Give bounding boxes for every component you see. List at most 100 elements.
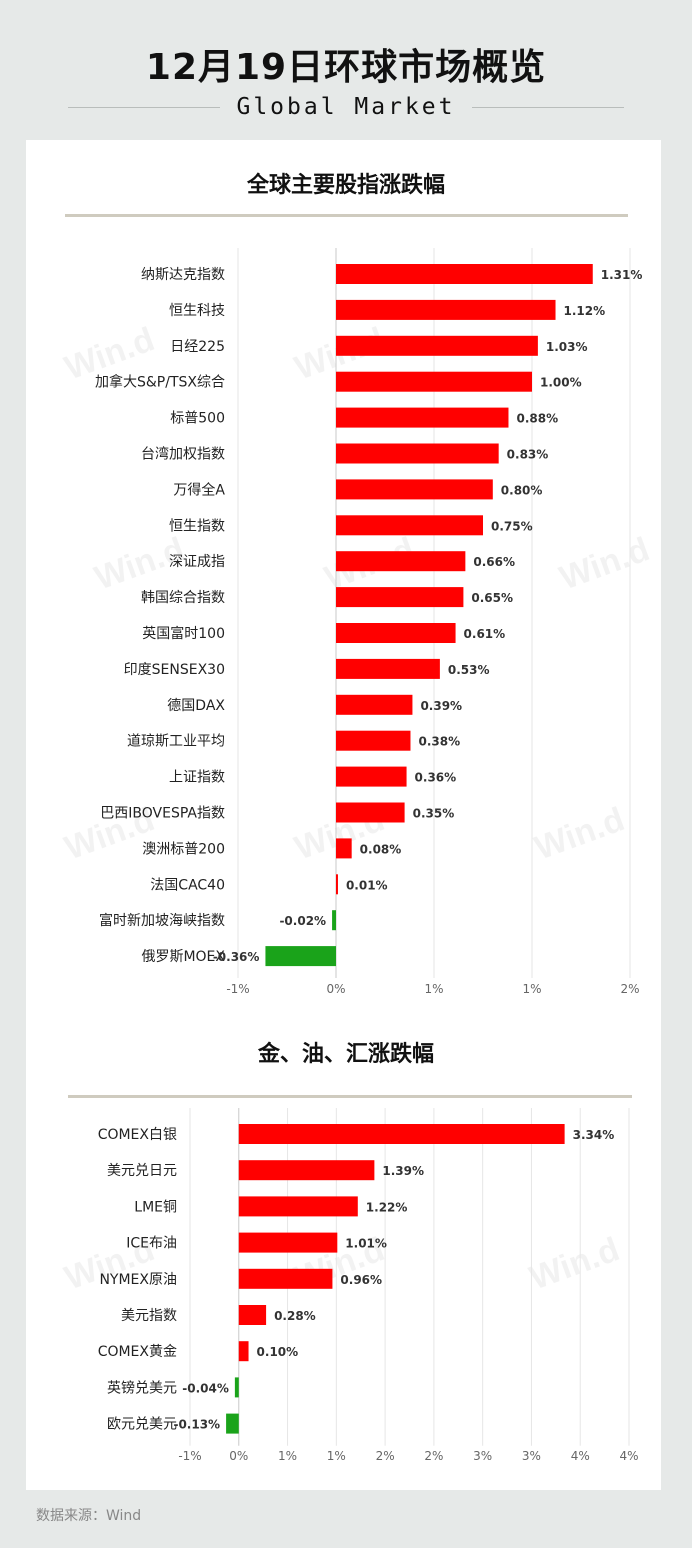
category-label: 印度SENSEX30 <box>124 662 225 678</box>
tick-label: -1% <box>226 982 249 996</box>
subtitle-line-right <box>472 107 624 108</box>
value-label: 0.01% <box>346 878 388 892</box>
category-label: 深证成指 <box>169 554 225 570</box>
bar <box>226 1413 239 1434</box>
value-label: 0.75% <box>491 519 533 533</box>
value-label: 0.28% <box>274 1309 316 1323</box>
category-label: 法国CAC40 <box>150 877 225 893</box>
chart1-title: 全球主要股指涨跌幅 <box>246 173 445 198</box>
subtitle-line-left <box>68 107 220 108</box>
category-label: COMEX黄金 <box>98 1343 177 1360</box>
value-label: 0.61% <box>464 627 506 641</box>
value-label: 0.38% <box>418 735 460 749</box>
value-label: -0.13% <box>173 1418 220 1432</box>
bar <box>336 874 338 895</box>
tick-label: 1% <box>522 982 541 996</box>
tick-label: 3% <box>522 1449 541 1463</box>
bar <box>336 371 532 392</box>
bar <box>336 766 407 787</box>
value-label: 0.83% <box>507 448 549 462</box>
category-label: 标普500 <box>170 411 225 427</box>
bar <box>238 1341 249 1362</box>
tick-label: 1% <box>278 1449 297 1463</box>
bar <box>336 802 405 823</box>
value-label: 0.39% <box>420 699 462 713</box>
value-label: 0.08% <box>360 842 402 856</box>
category-label: 纳斯达克指数 <box>141 267 225 283</box>
value-label: 0.53% <box>448 663 490 677</box>
value-label: 0.10% <box>257 1345 299 1359</box>
chart2-title: 金、油、汇涨跌幅 <box>257 1042 434 1067</box>
tick-label: 4% <box>571 1449 590 1463</box>
bar <box>336 658 440 679</box>
category-label: 韩国综合指数 <box>141 590 225 606</box>
bar <box>336 551 466 572</box>
bar <box>336 443 499 464</box>
category-label: ICE布油 <box>126 1236 177 1252</box>
tick-label: 2% <box>424 1449 443 1463</box>
commodity-fx-chart: Win.d Win.d Win.d-1% 0% 1% 1% 2% 2% 3% 3% 4% 4%COME… <box>60 1108 639 1463</box>
category-label: 巴西IBOVESPA指数 <box>100 806 225 822</box>
bar <box>238 1268 333 1289</box>
watermark: Win.d <box>525 1230 625 1297</box>
bar <box>336 515 483 536</box>
bar <box>336 407 509 428</box>
category-label: 恒生指数 <box>169 518 225 534</box>
watermark: Win.d <box>555 530 655 597</box>
category-label: 恒生科技 <box>169 303 225 319</box>
value-label: 0.35% <box>413 807 455 821</box>
value-label: 0.65% <box>471 591 513 605</box>
category-label: 英镑兑美元 <box>107 1379 177 1396</box>
value-label: -0.36% <box>213 950 260 964</box>
stock-index-chart: Win.dWin.dWin.dWin.dWin.dWin.dWin.dWin.d… <box>60 248 655 996</box>
bar <box>336 264 593 284</box>
bar <box>336 838 352 859</box>
subtitle-row: Global Market <box>0 94 692 122</box>
value-label: 0.66% <box>473 555 515 569</box>
category-label: 日经225 <box>170 339 225 355</box>
bar <box>238 1160 375 1181</box>
category-label: 俄罗斯MOEX <box>141 949 225 965</box>
bar <box>336 694 413 715</box>
tick-label: 0% <box>229 1449 248 1463</box>
tick-label: 1% <box>327 1449 346 1463</box>
value-label: 0.80% <box>501 483 543 497</box>
value-label: -0.04% <box>182 1381 229 1395</box>
value-label: 1.31% <box>601 268 643 282</box>
tick-label: 0% <box>326 982 345 996</box>
bar <box>336 299 556 320</box>
category-label: 欧元兑美元 <box>107 1417 177 1433</box>
category-label: 富时新加坡海峡指数 <box>99 912 225 929</box>
category-label: 道琼斯工业平均 <box>127 734 225 750</box>
category-label: COMEX白银 <box>98 1127 177 1143</box>
bar <box>336 479 493 500</box>
category-label: 澳洲标普200 <box>142 841 225 857</box>
bar <box>238 1232 338 1253</box>
value-label: 1.22% <box>366 1200 408 1214</box>
value-label: 1.01% <box>345 1237 387 1251</box>
bar <box>336 730 411 751</box>
bar <box>234 1377 239 1398</box>
category-label: 美元指数 <box>121 1308 177 1324</box>
value-label: 3.34% <box>573 1128 615 1142</box>
category-label: LME铜 <box>134 1199 177 1215</box>
tick-label: 3% <box>473 1449 492 1463</box>
category-label: 上证指数 <box>169 770 225 786</box>
value-label: 1.12% <box>564 304 606 318</box>
category-label: 加拿大S&P/TSX综合 <box>95 374 225 391</box>
category-label: 美元兑日元 <box>107 1163 177 1179</box>
value-label: 0.36% <box>415 771 457 785</box>
bar <box>336 587 464 608</box>
page-title: 12月19日环球市场概览 <box>145 47 547 88</box>
tick-label: 1% <box>424 982 443 996</box>
page-subtitle: Global Market <box>236 94 456 120</box>
tick-label: 2% <box>620 982 639 996</box>
bar <box>336 623 456 643</box>
category-label: 英国富时100 <box>142 625 225 642</box>
tick-label: 4% <box>619 1449 638 1463</box>
value-label: 1.39% <box>382 1164 424 1178</box>
bar <box>336 335 538 356</box>
category-label: 德国DAX <box>167 698 225 714</box>
value-label: 1.03% <box>546 340 588 354</box>
data-source: 数据来源：Wind <box>36 1508 142 1524</box>
